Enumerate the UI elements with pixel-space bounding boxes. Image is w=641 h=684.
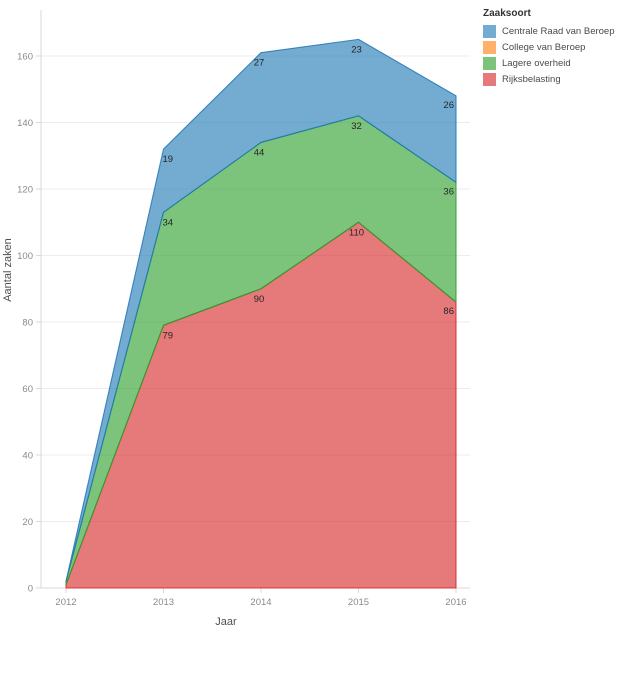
y-tick-label: 160 xyxy=(17,52,33,63)
y-tick-label: 20 xyxy=(22,517,33,528)
y-tick-label: 40 xyxy=(22,451,33,462)
mark-label: 32 xyxy=(351,121,362,132)
mark-label: 86 xyxy=(443,306,454,317)
y-tick-label: 80 xyxy=(22,318,33,329)
legend-item-label: Lagere overheid xyxy=(502,58,571,69)
legend-item-rijksbelasting[interactable]: Rijksbelasting xyxy=(483,73,638,86)
x-axis-title: Jaar xyxy=(215,616,237,628)
legend: Zaaksoort Centrale Raad van Beroep Colleg… xyxy=(483,8,638,89)
legend-swatch-rijksbelasting xyxy=(483,73,496,86)
x-tick-label: 2012 xyxy=(55,597,76,608)
x-tick-label: 2016 xyxy=(445,597,466,608)
mark-label: 110 xyxy=(349,227,364,238)
y-tick-label: 120 xyxy=(17,185,33,196)
legend-item-centrale-raad-van-beroep[interactable]: Centrale Raad van Beroep xyxy=(483,25,638,38)
x-tick-label: 2015 xyxy=(348,597,369,608)
mark-label: 79 xyxy=(163,330,174,341)
y-tick-label: 60 xyxy=(22,384,33,395)
x-tick-label: 2013 xyxy=(153,597,174,608)
legend-items: Centrale Raad van Beroep College van Bero… xyxy=(483,25,638,86)
legend-item-label: Rijksbelasting xyxy=(502,74,561,85)
legend-item-label: Centrale Raad van Beroep xyxy=(502,26,615,37)
mark-label: 34 xyxy=(163,217,174,228)
mark-label: 23 xyxy=(351,44,362,55)
mark-label: 27 xyxy=(254,58,265,69)
legend-swatch-college-van-beroep xyxy=(483,41,496,54)
legend-swatch-centrale-raad-van-beroep xyxy=(483,25,496,38)
mark-label: 44 xyxy=(254,147,265,158)
legend-item-college-van-beroep[interactable]: College van Beroep xyxy=(483,41,638,54)
y-tick-label: 100 xyxy=(17,251,33,262)
mark-label: 26 xyxy=(443,100,454,111)
legend-item-label: College van Beroep xyxy=(502,42,586,53)
legend-swatch-lagere-overheid xyxy=(483,57,496,70)
legend-item-lagere-overheid[interactable]: Lagere overheid xyxy=(483,57,638,70)
y-tick-label: 140 xyxy=(17,118,33,129)
y-tick-label: 0 xyxy=(28,584,33,595)
mark-label: 19 xyxy=(163,154,174,165)
y-axis-title: Aantal zaken xyxy=(2,238,14,302)
legend-title: Zaaksoort xyxy=(483,8,531,19)
area-centrale-raad-van-beroep[interactable] xyxy=(65,38,457,582)
x-tick-label: 2014 xyxy=(250,597,271,608)
mark-label: 90 xyxy=(254,294,265,305)
mark-label: 36 xyxy=(443,186,454,197)
